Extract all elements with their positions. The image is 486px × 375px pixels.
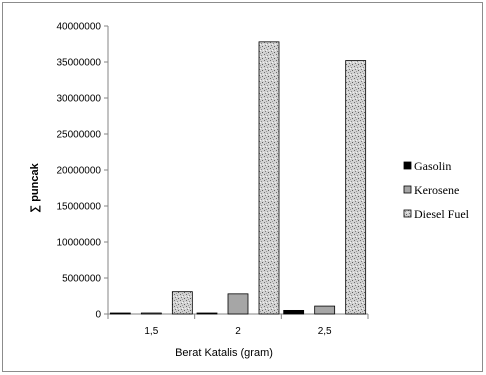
bar-gasolin <box>196 312 218 315</box>
legend-swatch <box>403 209 412 218</box>
x-tick-label: 1,5 <box>144 326 158 337</box>
legend-label: Gasolin <box>414 159 451 173</box>
legend-label: Diesel Fuel <box>414 207 470 221</box>
bar-diesel-fuel <box>345 60 367 315</box>
y-tick-label: 20000000 <box>57 166 102 177</box>
bar-diesel-fuel <box>258 41 280 315</box>
legend: Gasolin Kerosene Diesel Fuel <box>403 159 470 221</box>
bar-gasolin <box>283 309 305 315</box>
y-tick-label: 35000000 <box>57 58 102 69</box>
bar-diesel-fuel <box>171 291 193 315</box>
y-axis-title: ∑ puncak <box>29 162 41 212</box>
y-tick-label: 0 <box>95 310 101 321</box>
legend-swatch <box>403 185 412 194</box>
legend-label: Kerosene <box>414 183 459 197</box>
bar-kerosene <box>140 312 162 315</box>
axes: 0 5000000 10000000 15000000 20000000 25000000… <box>57 22 369 337</box>
x-axis-title: Berat Katalis (gram) <box>175 347 273 359</box>
x-tick-label: 2,5 <box>318 326 332 337</box>
y-tick-label: 15000000 <box>57 202 102 213</box>
y-tick-label: 5000000 <box>62 274 101 285</box>
y-tick-label: 40000000 <box>57 22 102 33</box>
bar-gasolin <box>109 312 131 315</box>
y-tick-label: 10000000 <box>57 238 102 249</box>
bar-kerosene <box>314 305 336 315</box>
y-tick-label: 25000000 <box>57 130 102 141</box>
bar-kerosene <box>227 293 249 315</box>
bars <box>109 41 367 315</box>
legend-swatch <box>403 161 412 170</box>
y-tick-label: 30000000 <box>57 94 102 105</box>
x-tick-label: 2 <box>235 326 241 337</box>
